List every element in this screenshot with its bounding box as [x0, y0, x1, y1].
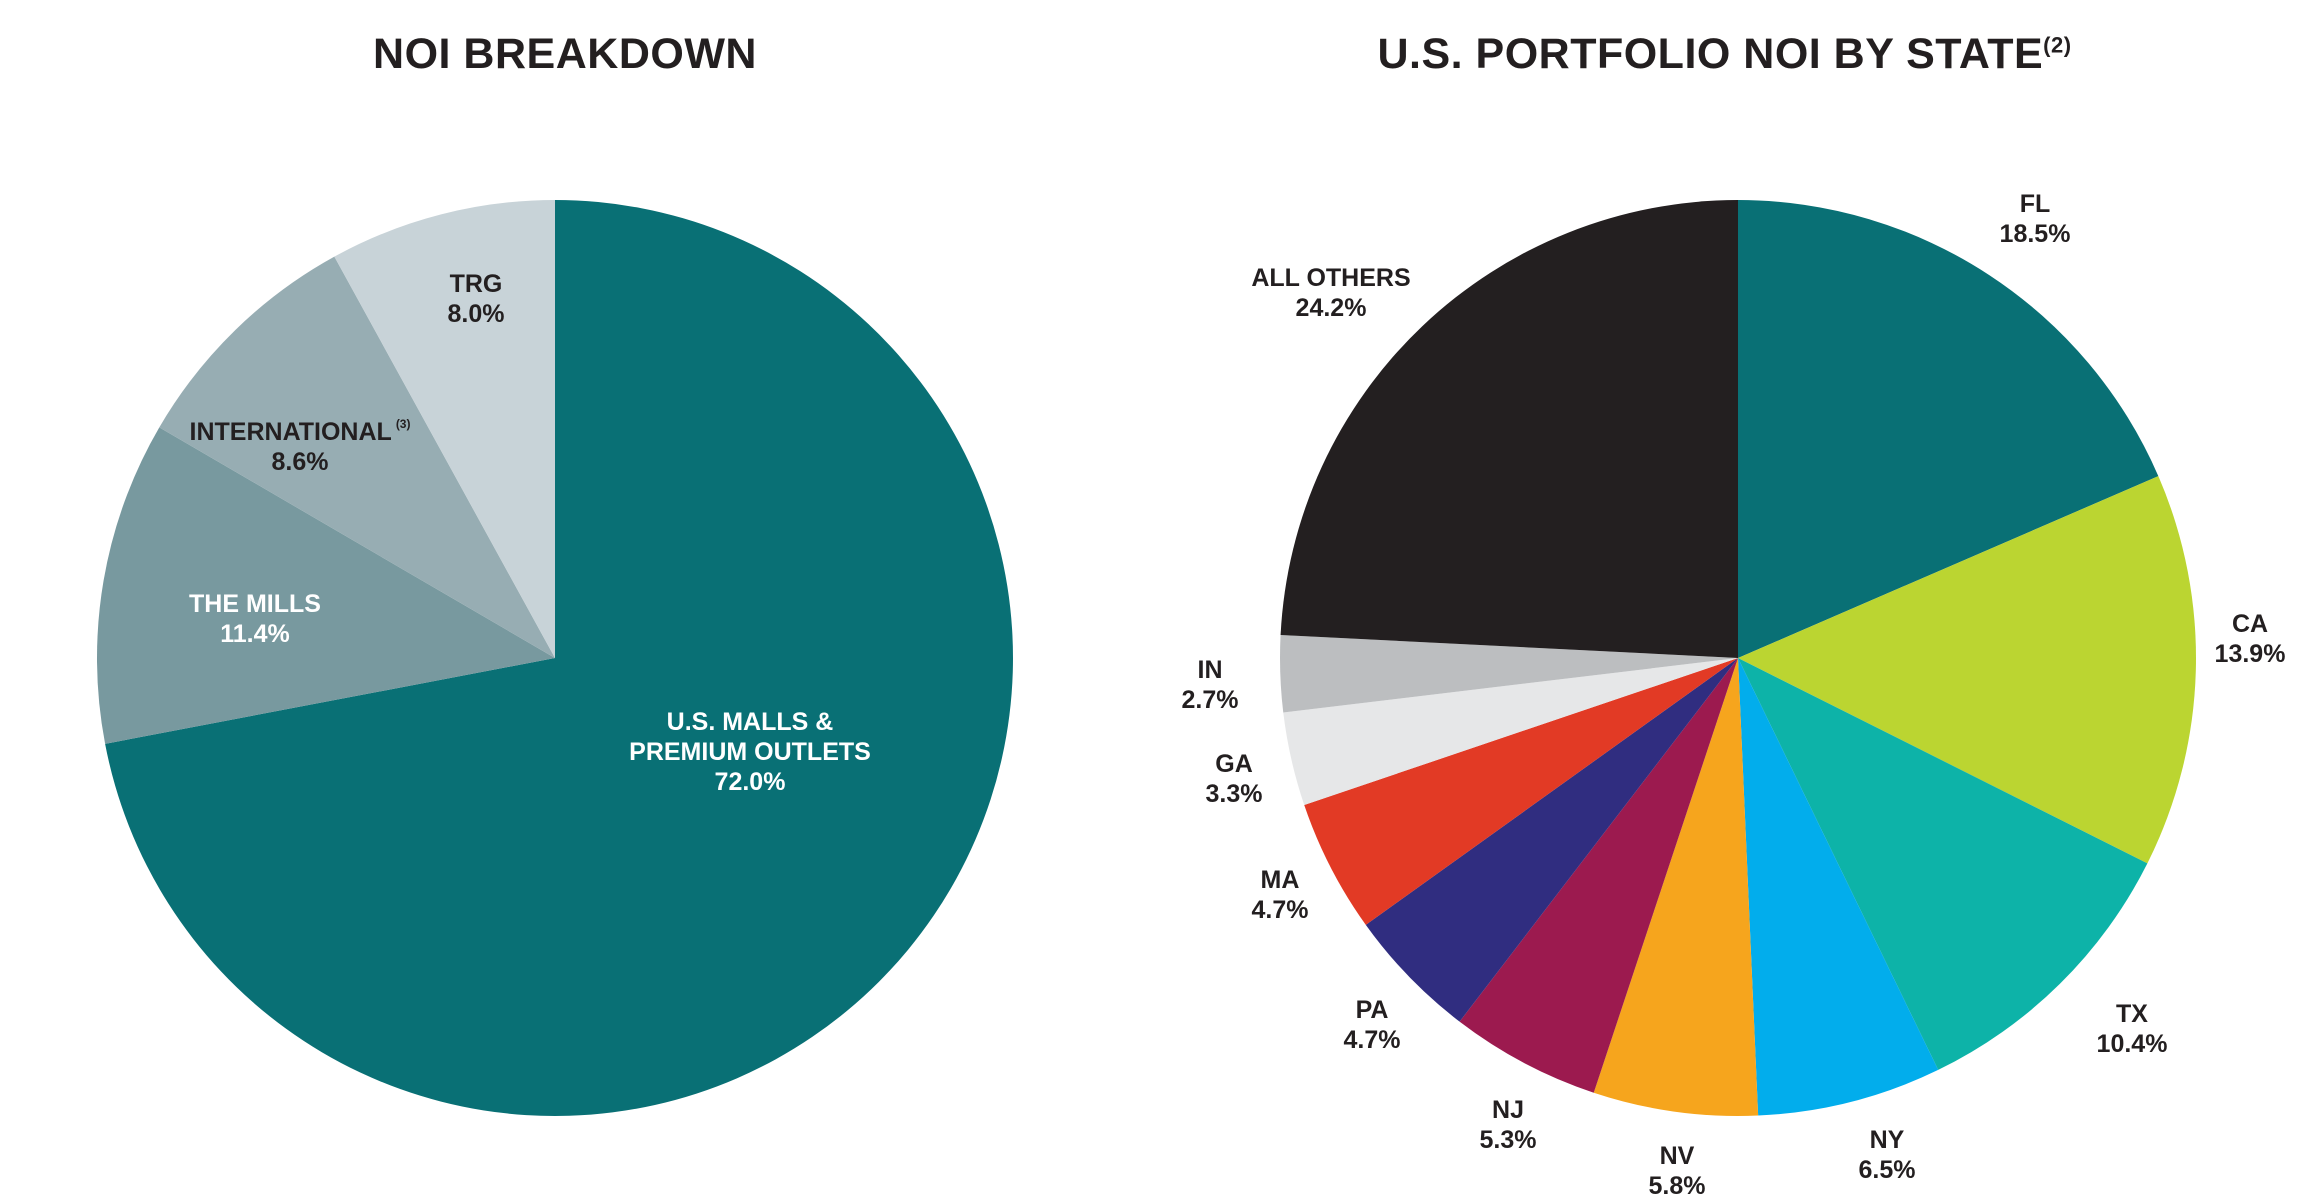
- slice-label-trg: TRG 8.0%: [448, 270, 505, 328]
- chart-title: NOI BREAKDOWN: [373, 30, 757, 78]
- slice-label-ca: CA 13.9%: [2215, 610, 2286, 668]
- pie-slice-in: [1280, 634, 1738, 713]
- noi-breakdown-chart: NOI BREAKDOWN U.S. MALLS & PREMIUM OUTLET…: [0, 0, 1130, 1200]
- pie-slice-all-others: [1280, 200, 1738, 658]
- chart-title: U.S. PORTFOLIO NOI BY STATE(2): [1377, 30, 2072, 78]
- slice-label-fl: FL 18.5%: [2000, 190, 2071, 248]
- pie-slice-u-s-malls-premium-outlets: [105, 200, 1013, 1116]
- slice-label-international: INTERNATIONAL (3) 8.6%: [190, 417, 411, 476]
- pie-slice-international: [159, 256, 555, 658]
- state-noi-chart: U.S. PORTFOLIO NOI BY STATE(2) FL 18.5% CA…: [1130, 0, 2319, 1200]
- pie-slice-trg: [334, 200, 555, 658]
- pie-slice-the-mills: [96, 427, 555, 744]
- slice-label-the-mills: THE MILLS 11.4%: [189, 590, 321, 648]
- slice-label-ma: MA 4.7%: [1252, 866, 1309, 924]
- pie-slice-nv: [1593, 658, 1759, 1117]
- slice-label-nj: NJ 5.3%: [1480, 1096, 1537, 1154]
- slice-label-in: IN 2.7%: [1182, 656, 1239, 714]
- slice-label-all-others: ALL OTHERS 24.2%: [1251, 264, 1410, 322]
- pie-slice-fl: [1738, 200, 2159, 658]
- pie-slice-pa: [1365, 658, 1738, 1022]
- pie-chart: FL 18.5% CA 13.9% TX 10.4% NY 6.5% NV 5.8% NJ 5.3% P…: [1182, 190, 2286, 1200]
- pie-chart: U.S. MALLS & PREMIUM OUTLETS 72.0% THE MILL…: [96, 200, 1013, 1116]
- slice-label-u-s-malls-premium-outlets: U.S. MALLS & PREMIUM OUTLETS 72.0%: [629, 708, 871, 796]
- slice-label-tx: TX 10.4%: [2097, 1000, 2168, 1058]
- pie-slice-ga: [1283, 658, 1738, 805]
- slice-label-pa: PA 4.7%: [1344, 996, 1401, 1054]
- pie-slice-nj: [1459, 658, 1738, 1093]
- slice-label-nv: NV 5.8%: [1649, 1142, 1706, 1200]
- pie-slice-ny: [1738, 658, 1939, 1116]
- slice-label-ga: GA 3.3%: [1206, 750, 1263, 808]
- pie-slice-ma: [1304, 658, 1738, 925]
- pie-slice-tx: [1738, 658, 2148, 1070]
- pie-slice-ca: [1738, 476, 2196, 864]
- slice-label-ny: NY 6.5%: [1859, 1126, 1916, 1184]
